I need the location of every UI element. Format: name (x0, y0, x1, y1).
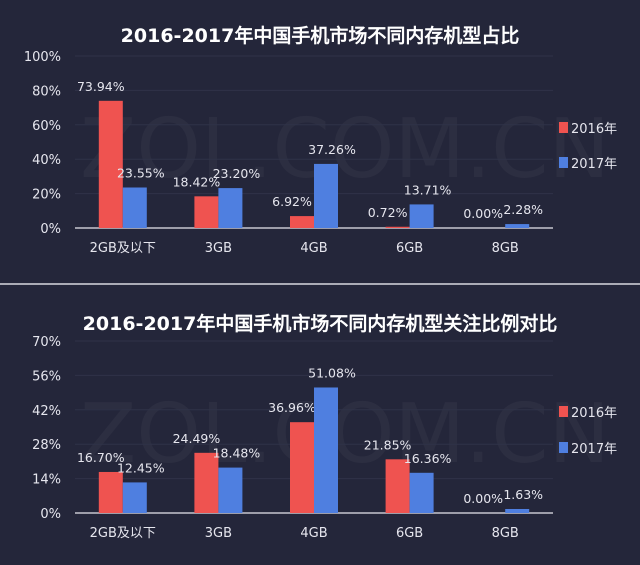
data-label: 23.20% (213, 166, 261, 181)
y-tick-label: 100% (24, 50, 61, 65)
legend-label: 2016年 (571, 122, 617, 137)
data-label: 51.08% (308, 365, 356, 380)
data-label: 1.63% (503, 487, 543, 502)
legend-label: 2017年 (571, 442, 617, 457)
y-tick-label: 60% (32, 119, 61, 134)
bar-2017 (314, 163, 338, 228)
bar-2017 (122, 482, 147, 513)
data-label: 24.49% (173, 431, 221, 446)
data-label: 6.92% (272, 194, 312, 209)
data-label: 2.28% (503, 202, 543, 217)
legend-swatch-2017 (559, 442, 568, 453)
x-tick-label: 3GB (205, 241, 232, 256)
y-tick-label: 40% (32, 153, 61, 168)
bar-2017 (409, 472, 434, 513)
bar-2017 (218, 188, 243, 228)
x-tick-label: 8GB (492, 526, 519, 541)
bar-2017 (409, 204, 434, 228)
bar-2016 (98, 471, 123, 513)
legend-label: 2016年 (571, 406, 617, 421)
data-label: 18.48% (213, 446, 261, 461)
data-label: 0.00% (463, 491, 503, 506)
data-label: 21.85% (364, 437, 412, 452)
y-tick-label: 20% (32, 188, 61, 203)
x-tick-label: 2GB及以下 (90, 526, 156, 541)
legend-label: 2017年 (571, 157, 617, 172)
data-label: 0.72% (368, 205, 408, 220)
data-label: 16.36% (404, 451, 452, 466)
bar-2016 (194, 452, 219, 513)
data-label: 12.45% (117, 460, 165, 475)
x-tick-label: 4GB (300, 526, 327, 541)
data-label: 36.96% (268, 400, 316, 415)
x-tick-label: 2GB及以下 (90, 241, 156, 256)
legend-swatch-2016 (559, 122, 568, 133)
bar-2016 (194, 196, 219, 228)
watermark: ZOL.COM.CN (80, 102, 610, 197)
chart-title: 2016-2017年中国手机市场不同内存机型占比 (121, 24, 520, 47)
y-tick-label: 14% (32, 473, 61, 488)
data-label: 73.94% (77, 79, 125, 94)
y-tick-label: 0% (40, 222, 61, 237)
y-tick-label: 56% (32, 369, 61, 384)
bar-2016 (290, 216, 314, 228)
data-label: 0.00% (463, 206, 503, 221)
data-label: 18.42% (173, 174, 221, 189)
data-label: 23.55% (117, 165, 165, 180)
x-tick-label: 4GB (300, 241, 327, 256)
bar-2017 (218, 467, 243, 513)
chart-1: 2016-2017年中国手机市场不同内存机型占比 ZOL.COM.CN 0% 20% 4… (24, 24, 617, 256)
legend-swatch-2016 (559, 406, 568, 417)
x-tick-label: 6GB (396, 526, 423, 541)
legend-swatch-2017 (559, 157, 568, 168)
bar-2017 (314, 387, 338, 513)
bar-2016 (385, 226, 410, 228)
y-tick-label: 28% (32, 438, 61, 453)
chart-2: 2016-2017年中国手机市场不同内存机型关注比例对比 ZOL.COM.CN 0%… (32, 312, 617, 541)
bar-2016 (385, 459, 410, 513)
bar-2017 (505, 508, 530, 513)
bar-2016 (98, 100, 123, 228)
bar-2016 (290, 422, 314, 513)
x-tick-label: 3GB (205, 526, 232, 541)
data-label: 13.71% (404, 182, 452, 197)
x-tick-label: 8GB (492, 241, 519, 256)
y-tick-label: 42% (32, 404, 61, 419)
bar-2017 (505, 224, 530, 228)
data-label: 16.70% (77, 450, 125, 465)
x-tick-label: 6GB (396, 241, 423, 256)
y-tick-label: 0% (40, 507, 61, 522)
watermark: ZOL.COM.CN (80, 387, 610, 482)
bar-2017 (122, 187, 147, 228)
chart-title: 2016-2017年中国手机市场不同内存机型关注比例对比 (83, 312, 558, 335)
data-label: 37.26% (308, 142, 356, 157)
y-tick-label: 70% (32, 335, 61, 350)
y-tick-label: 80% (32, 84, 61, 99)
